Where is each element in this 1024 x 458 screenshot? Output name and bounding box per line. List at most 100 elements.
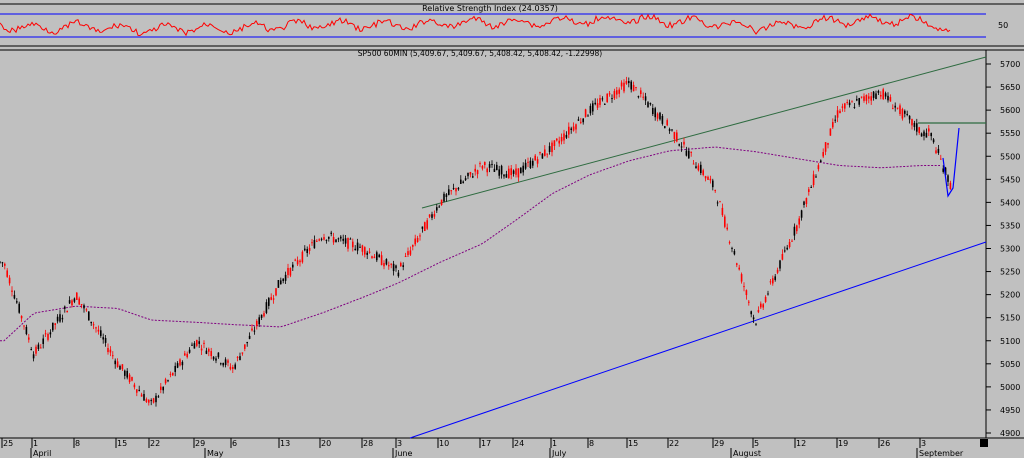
- price-bar-body: [712, 180, 714, 188]
- price-bar-body: [409, 250, 412, 255]
- price-bar-body: [601, 98, 604, 100]
- price-bar-body: [227, 360, 229, 363]
- price-bar-body: [884, 93, 887, 97]
- price-bar-body: [167, 380, 169, 382]
- price-bar-body: [188, 349, 191, 353]
- price-bar-body: [332, 237, 335, 243]
- price-bar-body: [431, 214, 433, 218]
- price-bar-body: [769, 281, 772, 283]
- price-bar-body: [620, 82, 623, 87]
- price-bar-body: [438, 206, 440, 208]
- x-tick-label: 26: [880, 439, 890, 448]
- price-bar-body: [484, 162, 486, 166]
- price-bar-body: [294, 259, 296, 261]
- x-tick-label: 20: [321, 439, 331, 448]
- price-bar-body: [378, 254, 380, 258]
- price-bar-body: [296, 260, 299, 265]
- price-bar-body: [200, 348, 203, 351]
- price-bar-body: [870, 96, 872, 101]
- price-bar-body: [661, 115, 664, 124]
- price-bar-body: [412, 244, 414, 247]
- price-bar-body: [272, 298, 275, 300]
- price-bar-body: [157, 396, 160, 398]
- price-bar-body: [462, 181, 464, 183]
- price-bar-body: [68, 300, 71, 304]
- moving-average-line: [0, 146, 940, 342]
- price-bar-body: [544, 149, 546, 156]
- price-bar-body: [205, 350, 208, 354]
- price-bar-body: [253, 330, 256, 332]
- price-bar-body: [872, 91, 875, 98]
- price-bar-body: [241, 352, 244, 354]
- price-bar-body: [448, 189, 450, 195]
- price-bar-body: [616, 90, 618, 95]
- price-bar-body: [714, 190, 716, 192]
- price-bar-body: [6, 270, 8, 277]
- price-bar-body: [565, 134, 568, 138]
- price-bar-body: [193, 343, 196, 349]
- price-bar-body: [882, 89, 884, 100]
- price-bar-body: [740, 274, 743, 282]
- price-bar-body: [371, 256, 373, 259]
- rsi-title: Relative Strength Index (24.0357): [422, 4, 558, 13]
- price-bar-body: [16, 301, 18, 303]
- price-bar-body: [349, 238, 352, 240]
- month-label: May: [207, 449, 224, 458]
- price-bar-body: [76, 292, 78, 300]
- price-bar-body: [78, 298, 80, 305]
- price-bar-body: [510, 168, 512, 176]
- y-tick-label: 5500: [1000, 152, 1020, 161]
- price-bar-body: [556, 138, 558, 141]
- price-bar-body: [265, 302, 268, 313]
- price-bar-body: [690, 151, 692, 153]
- price-bar-body: [743, 286, 745, 288]
- price-bar-body: [71, 300, 73, 306]
- price-bar-body: [563, 133, 565, 141]
- price-bar-body: [88, 311, 90, 321]
- price-bar-body: [748, 301, 750, 303]
- price-bar-body: [671, 129, 673, 131]
- price-bar-body: [440, 199, 443, 205]
- price-bar-body: [918, 127, 920, 133]
- price-bar-body: [66, 310, 68, 313]
- price-bar-body: [450, 190, 452, 192]
- price-bar-body: [817, 165, 820, 170]
- price-bar-body: [913, 122, 916, 127]
- price-bar-body: [469, 172, 472, 175]
- price-bar-body: [198, 341, 200, 344]
- price-bar-body: [337, 238, 340, 240]
- price-bar-body: [678, 144, 680, 146]
- price-bar-body: [937, 148, 940, 153]
- price-bar-body: [388, 265, 390, 267]
- price-bar-body: [625, 80, 628, 84]
- x-tick-label: 1: [552, 439, 557, 448]
- rsi-panel: Relative Strength Index (24.0357) 50: [0, 3, 1024, 47]
- price-bar-body: [282, 278, 284, 282]
- price-bar-body: [659, 112, 661, 120]
- price-bar-body: [308, 247, 311, 251]
- x-tick-label: 6: [232, 439, 237, 448]
- price-bar-body: [236, 356, 239, 358]
- price-bar-body: [733, 250, 736, 255]
- price-bar-body: [395, 265, 397, 269]
- price-bar-body: [373, 256, 376, 259]
- x-tick-label: 3: [921, 439, 926, 448]
- price-bar-body: [551, 142, 553, 153]
- price-bar-body: [472, 176, 474, 178]
- price-bar-body: [726, 227, 728, 230]
- price-bar-body: [229, 366, 232, 370]
- price-bar-body: [277, 280, 280, 288]
- price-bar-body: [860, 96, 863, 98]
- price-bar-body: [829, 128, 832, 136]
- price-bar-body: [306, 249, 308, 254]
- price-bar-body: [575, 124, 577, 130]
- price-bar-body: [750, 311, 752, 315]
- price-bar-body: [541, 153, 544, 159]
- price-bar-body: [944, 167, 947, 176]
- price-bar-body: [109, 349, 112, 353]
- price-bar-body: [347, 237, 349, 249]
- month-label: July: [551, 449, 567, 458]
- price-bar-body: [935, 150, 937, 154]
- price-bar-body: [654, 108, 656, 118]
- price-bar-body: [505, 174, 508, 178]
